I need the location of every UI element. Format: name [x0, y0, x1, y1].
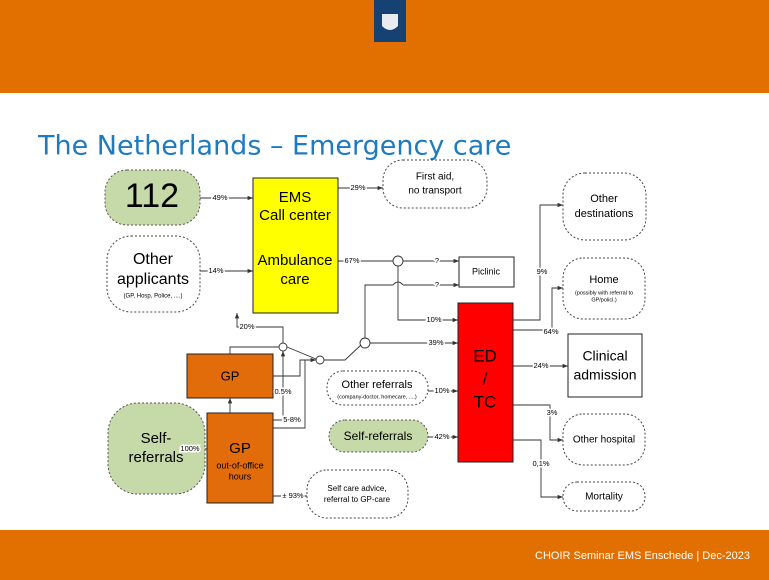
node-label: referral to GP-care	[324, 495, 391, 504]
node-home	[562, 257, 646, 320]
node-gp	[186, 353, 274, 399]
edge-label: 20%	[239, 322, 254, 331]
node-other-destinations	[562, 172, 647, 241]
node-ed	[457, 302, 514, 463]
node-label: Other	[133, 251, 174, 268]
edge-label: 14%	[208, 266, 223, 275]
footer-band	[0, 530, 769, 580]
node-other-applicants	[106, 235, 201, 313]
node-label: destinations	[575, 208, 634, 220]
node-other-referrals	[326, 370, 429, 406]
node-label: GP	[229, 440, 251, 457]
edge-label: 67%	[344, 256, 359, 265]
node-label: TC	[474, 392, 497, 411]
edge-label: 3%	[547, 408, 558, 417]
edge-label: ± 93%	[282, 491, 304, 500]
edge-label: 9%	[537, 267, 548, 276]
node-label: GP	[221, 368, 240, 383]
node-label: applicants	[117, 271, 189, 288]
node-label: (GP, Hosp, Police, ....)	[124, 294, 183, 300]
node-label: Call center	[259, 207, 331, 224]
node-label: Clinical	[582, 348, 627, 364]
node-label: admission	[573, 367, 636, 383]
node-label: referrals	[128, 449, 183, 466]
node-label: Home	[589, 274, 618, 286]
node-first-aid	[382, 159, 488, 209]
node-label: Other referrals	[342, 379, 413, 391]
edge-label: 24%	[533, 361, 548, 370]
node-label: hours	[229, 471, 252, 481]
edge-label: ?	[435, 280, 439, 289]
logo-crest	[382, 14, 398, 30]
node-label: (possibly with referral to	[575, 290, 633, 296]
node-label: Mortality	[585, 492, 623, 503]
node-label: /	[483, 369, 488, 388]
edge-label: 42%	[434, 432, 449, 441]
node-self-care	[306, 469, 409, 519]
title: The Netherlands – Emergency care	[37, 131, 511, 162]
nodes: 112 Other applicants (GP, Hosp, Police, …	[104, 159, 647, 519]
edge-label: 0.5%	[274, 387, 291, 396]
node-ems	[252, 177, 339, 314]
edge-label: 5-8%	[283, 415, 301, 424]
node-label: Self care advice,	[327, 484, 386, 493]
node-label: ED	[473, 346, 497, 365]
edge-label: ?	[435, 256, 439, 265]
node-other-hospital	[562, 413, 646, 466]
connectors	[200, 185, 568, 500]
node-label: Other hospital	[573, 435, 635, 446]
node-112	[104, 169, 201, 226]
node-gp-ooo	[206, 412, 274, 504]
node-label: Self-	[141, 430, 172, 447]
node-label: Self-referrals	[344, 429, 413, 443]
node-label: Ambulance	[257, 252, 332, 269]
node-label: 112	[125, 177, 179, 215]
node-mortality	[562, 481, 646, 512]
node-clinical	[567, 333, 643, 398]
footer: CHOIR Seminar EMS Enschede | Dec-2023	[535, 550, 750, 562]
node-label: EMS	[279, 189, 312, 206]
node-label: Other	[590, 193, 618, 205]
node-self-referrals-left	[107, 402, 206, 495]
edge-label: 10%	[426, 315, 441, 324]
node-label: First aid,	[416, 172, 454, 183]
node-piclinic	[458, 256, 515, 288]
edge-labels: 49% 14% 29% 67% ? ? 10% 39% 9% 64% 24% 3…	[179, 181, 560, 501]
edge-label: 64%	[543, 327, 558, 336]
node-label: Piclinic	[472, 266, 501, 276]
edge-label: 49%	[212, 193, 227, 202]
edge-label: 29%	[350, 183, 365, 192]
node-self-referrals	[328, 419, 429, 453]
edge-label: 39%	[428, 338, 443, 347]
node-label: care	[280, 271, 309, 288]
node-label: (company-doctor, homecare, ....)	[337, 394, 417, 400]
edge-label: 0,1%	[532, 459, 549, 468]
node-label: no transport	[408, 186, 462, 197]
node-label: out-of-office	[216, 460, 263, 470]
node-label: GP/policl.)	[591, 297, 617, 303]
edge-label: 100%	[180, 444, 200, 453]
edge-label: 10%	[434, 386, 449, 395]
